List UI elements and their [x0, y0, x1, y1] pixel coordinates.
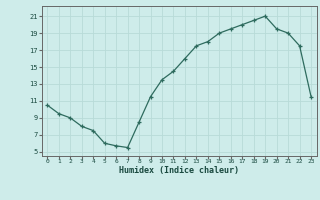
X-axis label: Humidex (Indice chaleur): Humidex (Indice chaleur): [119, 166, 239, 175]
